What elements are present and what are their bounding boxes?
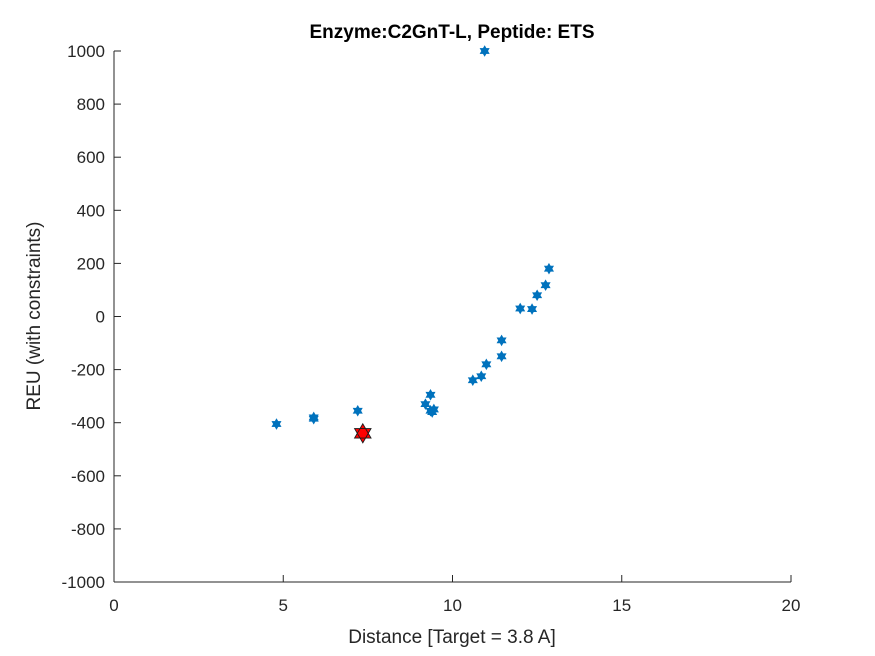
x-tick-label: 15 — [612, 596, 631, 615]
y-axis-label: REU (with constraints) — [24, 222, 45, 411]
data-point — [496, 334, 507, 347]
data-point — [532, 289, 543, 302]
data-point — [496, 350, 507, 363]
data-point — [543, 262, 554, 275]
y-tick-label: 600 — [77, 148, 105, 167]
data-point — [428, 403, 439, 416]
x-ticks: 0 5 10 15 20 — [109, 575, 800, 615]
y-tick-label: 0 — [96, 308, 105, 327]
data-point — [425, 389, 436, 401]
data-point — [479, 45, 490, 57]
y-tick-label: -200 — [71, 361, 105, 380]
data-point — [420, 398, 431, 410]
data-point — [308, 411, 319, 424]
x-tick-label: 20 — [782, 596, 801, 615]
data-point — [527, 303, 538, 315]
x-tick-label: 10 — [443, 596, 462, 615]
y-tick-label: 200 — [77, 254, 105, 273]
data-point — [476, 370, 487, 383]
data-point — [271, 418, 282, 430]
y-tick-label: -600 — [71, 467, 105, 486]
data-point — [540, 279, 551, 291]
chart-title: Enzyme:C2GnT-L, Peptide: ETS — [309, 22, 594, 43]
highlighted-point — [353, 422, 372, 444]
y-ticks: -1000 -800 -600 -400 -200 0 200 400 600 800 1000 — [62, 42, 121, 592]
x-axis-label: Distance [Target = 3.8 A] — [348, 627, 556, 648]
y-tick-label: 1000 — [67, 42, 105, 61]
data-point — [352, 404, 363, 417]
y-tick-label: 400 — [77, 201, 105, 220]
x-tick-label: 0 — [109, 596, 118, 615]
data-markers — [271, 45, 554, 444]
y-tick-label: -1000 — [62, 573, 105, 592]
y-tick-label: -400 — [71, 414, 105, 433]
y-tick-label: -800 — [71, 520, 105, 539]
data-point — [515, 302, 526, 315]
data-point — [467, 374, 478, 387]
data-point — [481, 358, 492, 371]
y-tick-label: 800 — [77, 95, 105, 114]
x-tick-label: 5 — [279, 596, 288, 615]
plot-area — [114, 51, 791, 582]
